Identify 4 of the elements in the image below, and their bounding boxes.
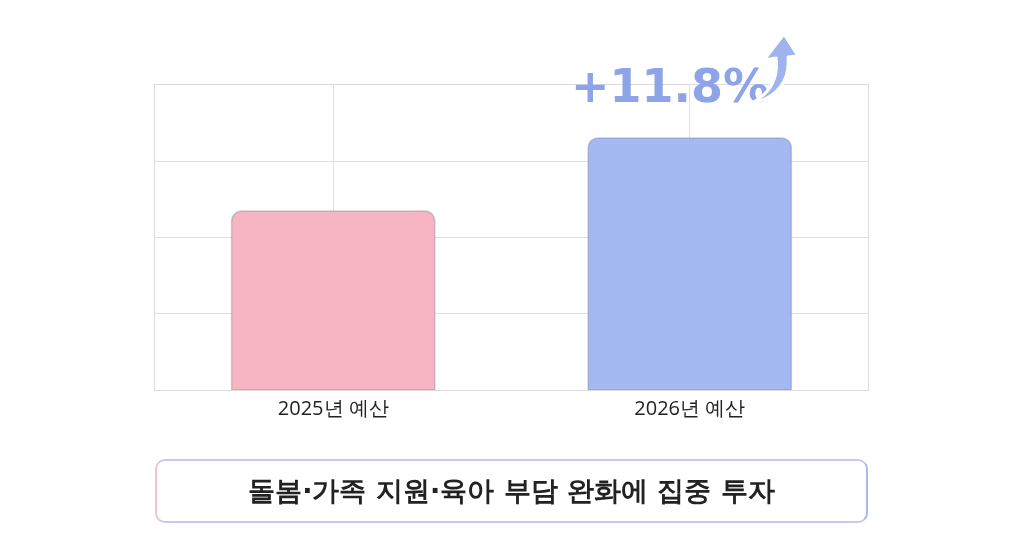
text: 돌봄·가족 지원·육아 부담 완화에 집중 투자 (155, 459, 868, 523)
x-tick-label: 2026년 예산 (634, 394, 746, 421)
x-tick-label: 2025년 예산 (277, 394, 389, 421)
text: +11.8% (571, 59, 770, 113)
